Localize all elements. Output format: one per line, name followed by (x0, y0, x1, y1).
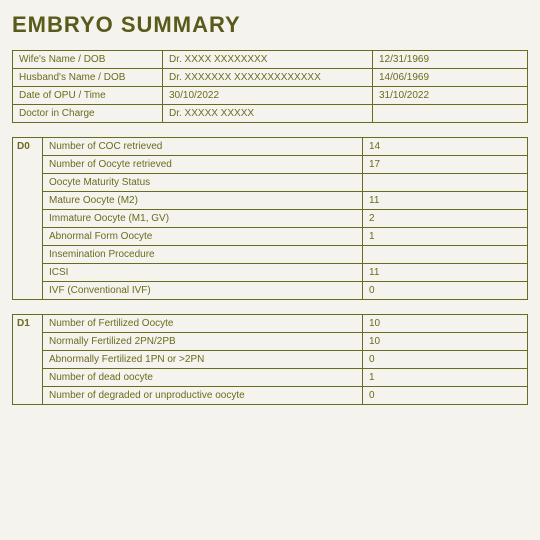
label: Abnormally Fertilized 1PN or >2PN (43, 351, 363, 368)
label: Number of degraded or unproductive oocyt… (43, 387, 363, 404)
label: Normally Fertilized 2PN/2PB (43, 333, 363, 350)
d0-tag: D0 (13, 138, 43, 299)
label: IVF (Conventional IVF) (43, 282, 363, 299)
label: Insemination Procedure (43, 246, 363, 263)
value: Dr. XXXXXXX XXXXXXXXXXXXX (163, 69, 373, 86)
value (363, 246, 527, 263)
label: Number of dead oocyte (43, 369, 363, 386)
value: 30/10/2022 (163, 87, 373, 104)
label: Husband's Name / DOB (13, 69, 163, 86)
page-title: Embryo Summary (12, 12, 528, 38)
value: Dr. XXXXX XXXXX (163, 105, 373, 122)
header-row: Date of OPU / Time 30/10/2022 31/10/2022 (13, 87, 527, 105)
extra: 31/10/2022 (373, 87, 527, 104)
label: Wife's Name / DOB (13, 51, 163, 68)
label: Number of Fertilized Oocyte (43, 315, 363, 332)
label: Abnormal Form Oocyte (43, 228, 363, 245)
value: 2 (363, 210, 527, 227)
value: 10 (363, 333, 527, 350)
value: 1 (363, 228, 527, 245)
label: Number of Oocyte retrieved (43, 156, 363, 173)
value: 11 (363, 192, 527, 209)
label: Number of COC retrieved (43, 138, 363, 155)
label: Date of OPU / Time (13, 87, 163, 104)
value: 0 (363, 351, 527, 368)
value: Dr. XXXX XXXXXXXX (163, 51, 373, 68)
extra: 14/06/1969 (373, 69, 527, 86)
extra (373, 105, 527, 122)
d0-table: D0 Number of COC retrieved14 Number of O… (12, 137, 528, 300)
label: Mature Oocyte (M2) (43, 192, 363, 209)
extra: 12/31/1969 (373, 51, 527, 68)
value: 14 (363, 138, 527, 155)
label: ICSI (43, 264, 363, 281)
d1-table: D1 Number of Fertilized Oocyte10 Normall… (12, 314, 528, 405)
header-row: Wife's Name / DOB Dr. XXXX XXXXXXXX 12/3… (13, 51, 527, 69)
value: 0 (363, 387, 527, 404)
header-row: Husband's Name / DOB Dr. XXXXXXX XXXXXXX… (13, 69, 527, 87)
value (363, 174, 527, 191)
value: 17 (363, 156, 527, 173)
label: Doctor in Charge (13, 105, 163, 122)
value: 1 (363, 369, 527, 386)
label: Immature Oocyte (M1, GV) (43, 210, 363, 227)
label: Oocyte Maturity Status (43, 174, 363, 191)
value: 11 (363, 264, 527, 281)
value: 10 (363, 315, 527, 332)
value: 0 (363, 282, 527, 299)
d1-tag: D1 (13, 315, 43, 404)
patient-header-table: Wife's Name / DOB Dr. XXXX XXXXXXXX 12/3… (12, 50, 528, 123)
header-row: Doctor in Charge Dr. XXXXX XXXXX (13, 105, 527, 122)
